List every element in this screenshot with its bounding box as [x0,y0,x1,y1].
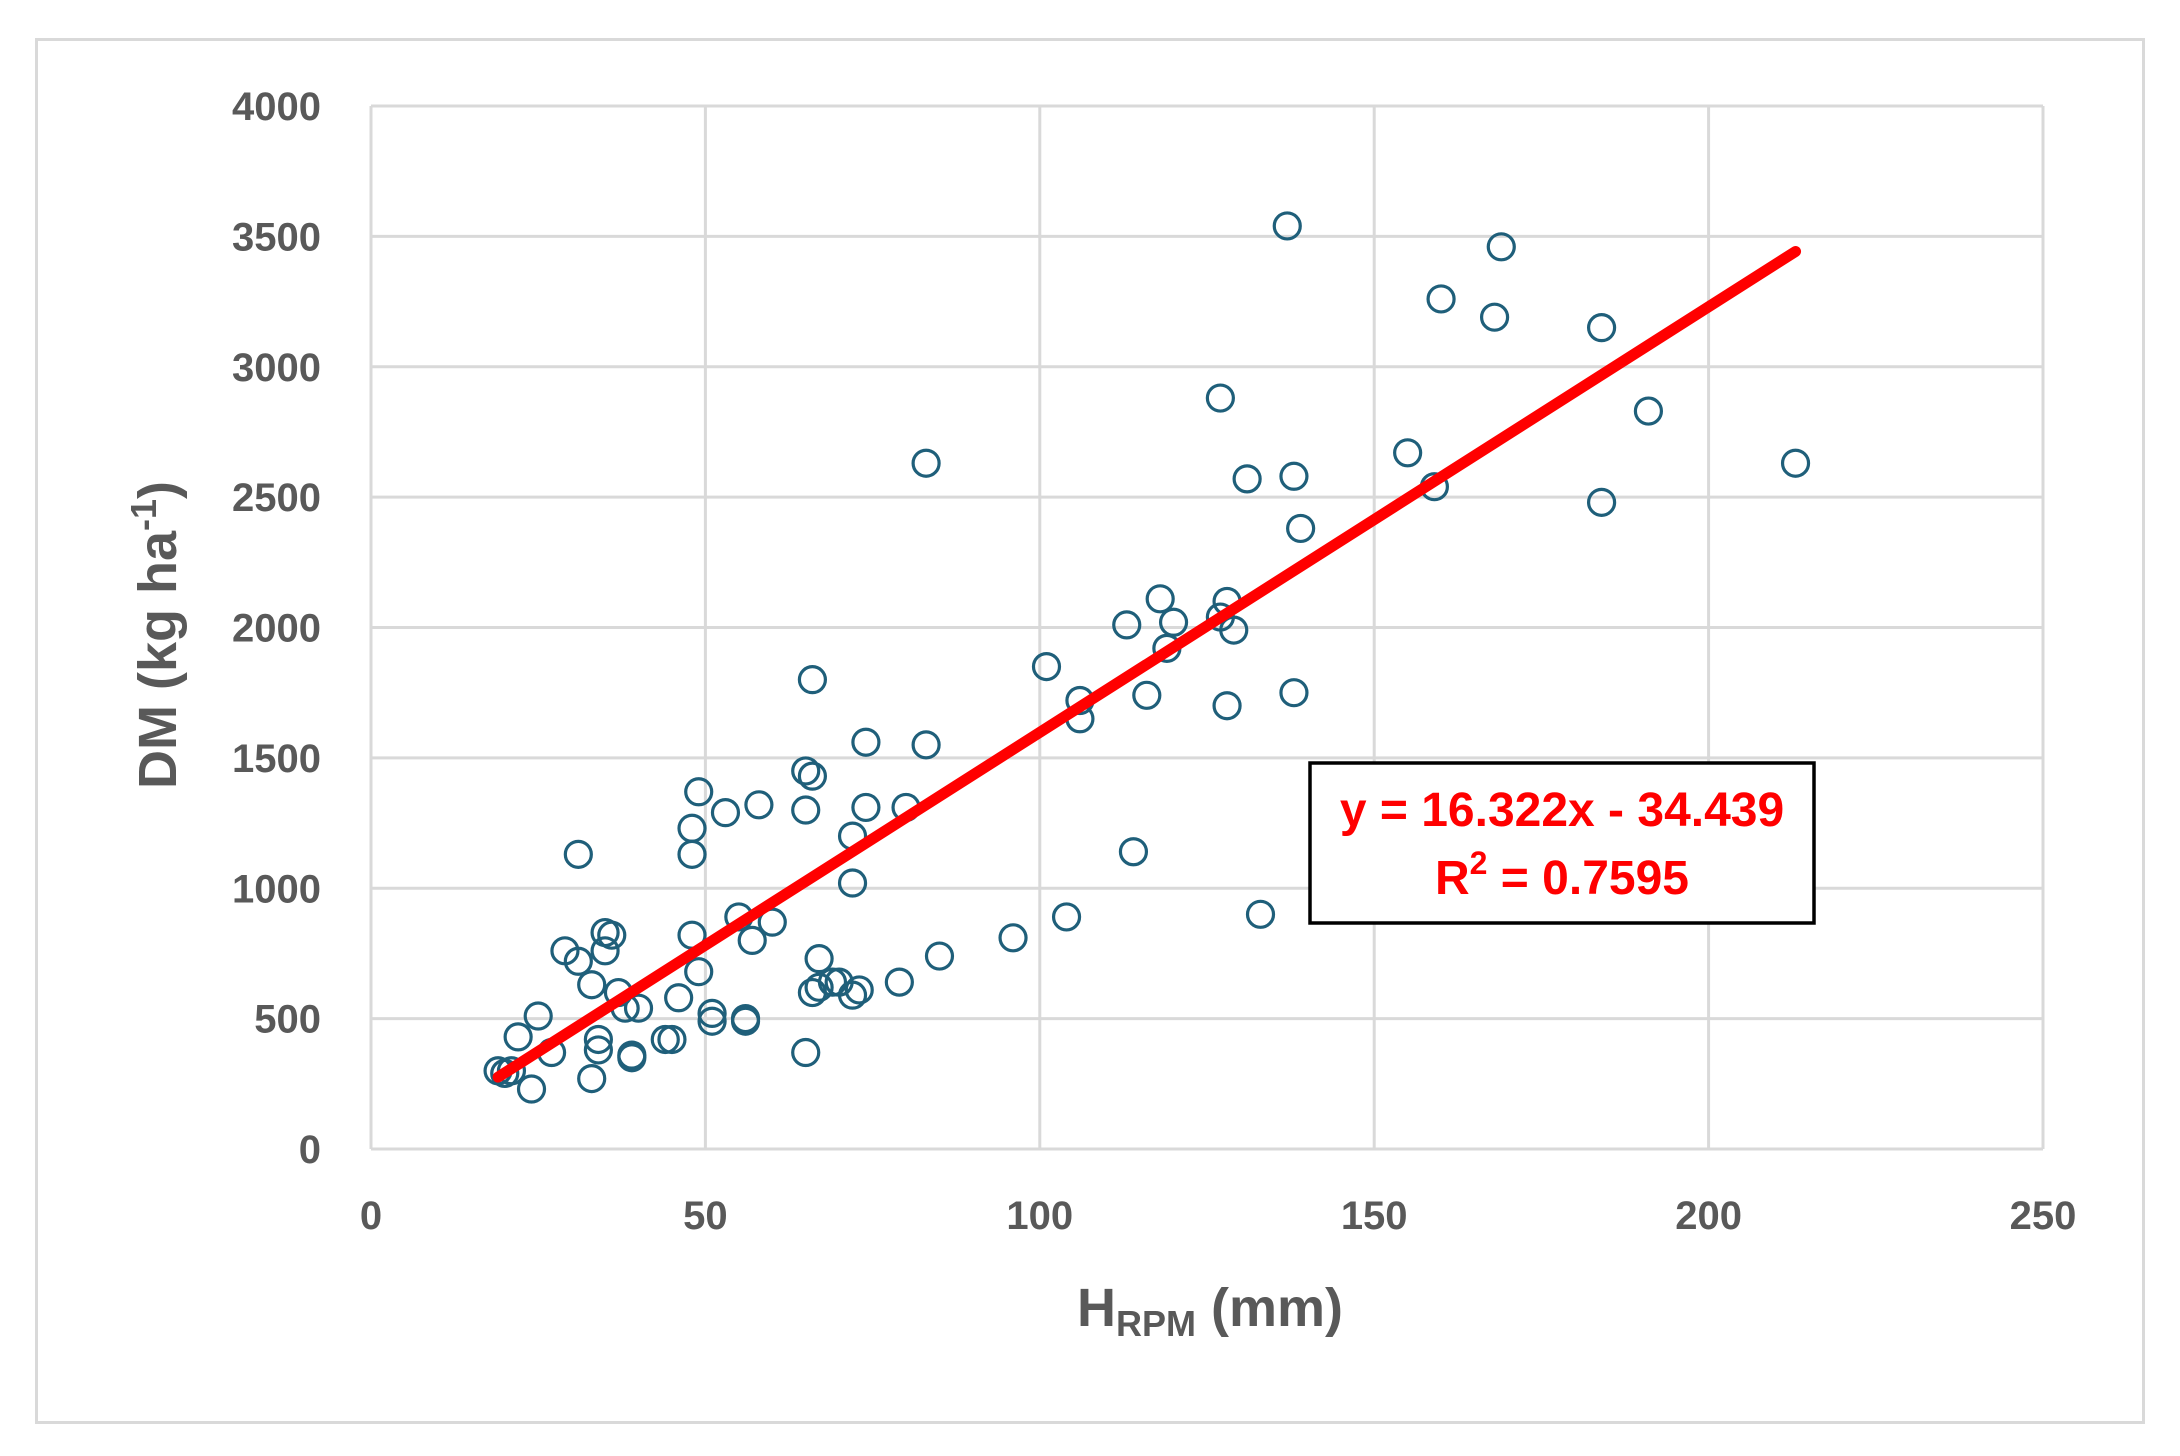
data-point [1393,438,1423,468]
trendline-group [492,245,1802,1083]
y-tick-label: 2500 [232,476,321,520]
x-tick-label: 200 [1675,1194,1742,1238]
data-point [797,761,828,791]
data-point [911,730,941,760]
data-point [1031,652,1062,682]
data-point [1272,211,1302,241]
data-point [583,1035,613,1065]
data-point [1212,691,1242,721]
data-point [924,941,955,971]
data-point [1286,513,1316,544]
data-point [791,795,821,825]
y-tick-label: 4000 [232,85,321,129]
y-tick-label: 0 [299,1128,321,1172]
data-point [516,1074,547,1104]
data-point [684,777,714,807]
data-point [1586,487,1617,517]
data-point [577,970,607,1000]
data-point [797,665,828,695]
data-point [677,839,707,869]
data-point [577,1063,607,1094]
data-point [623,993,654,1023]
data-point [1158,607,1189,637]
data-point [911,448,941,478]
x-axis-title: HRPM (mm) [1077,1278,1343,1344]
data-point [737,925,767,956]
data-point [684,957,714,987]
data-point [563,946,593,976]
data-point [1132,680,1162,710]
data-point [844,975,874,1005]
data-point [697,1006,727,1036]
data-point [1112,610,1142,640]
gridlines [369,104,2045,1151]
x-tick-label: 250 [2010,1194,2077,1238]
data-point [730,1006,761,1036]
data-point [757,907,787,937]
regression-equation: y = 16.322x - 34.439 [1340,784,1784,837]
data-point [1219,615,1249,645]
data-point [804,944,834,974]
data-points [483,211,1811,1104]
data-point [1586,313,1617,343]
data-point [563,839,593,869]
data-point [503,1022,533,1052]
y-tick-label: 500 [254,998,321,1042]
data-point [710,798,741,828]
x-tick-label: 50 [683,1194,728,1238]
data-point [617,1043,647,1073]
data-point [804,972,834,1002]
data-point [1051,902,1082,932]
y-tick-label: 3500 [232,215,321,259]
data-point [837,980,868,1010]
data-point [791,1037,821,1068]
data-point [1479,302,1510,332]
data-point [650,1024,680,1055]
data-point [657,1024,687,1055]
data-point [677,813,707,843]
data-point [1245,899,1276,929]
x-tick-label: 0 [360,1194,382,1238]
y-tick-label: 1500 [232,737,321,781]
tick-labels: 0 50 100 150 200 2500500100015002000250030003… [232,85,2076,1238]
data-point [851,792,881,823]
data-point [851,727,881,757]
equation-box-border [1308,761,1816,925]
data-point [817,967,848,997]
data-point [998,923,1028,953]
data-point [590,936,620,966]
trendline [492,245,1802,1083]
data-point [1780,448,1811,478]
chart-frame [35,38,2145,1424]
data-point [791,756,821,786]
y-tick-label: 3000 [232,346,321,390]
x-tick-label: 150 [1341,1194,1408,1238]
data-point [1232,464,1262,494]
data-point [744,790,774,820]
data-point [1279,678,1309,708]
r-squared-label: R2 = 0.7595 [1435,845,1689,905]
data-point [1486,232,1516,262]
data-point [1633,396,1664,426]
x-tick-label: 100 [1006,1194,1073,1238]
data-point [884,967,914,997]
y-tick-label: 1000 [232,867,321,911]
data-point [1205,383,1235,413]
data-point [583,1024,613,1055]
data-point [664,983,694,1013]
data-point [1118,837,1149,867]
data-point [1426,284,1456,314]
data-point [1279,461,1309,491]
y-tick-label: 2000 [232,607,321,651]
data-point [597,920,627,950]
equation-box: y = 16.322x - 34.439 R2 = 0.7595 [1308,761,1816,925]
data-point [697,998,727,1029]
data-point [1145,584,1175,614]
data-point [523,1001,553,1031]
y-axis-title: DM (kg ha-1) [123,481,188,789]
data-point [837,868,868,898]
